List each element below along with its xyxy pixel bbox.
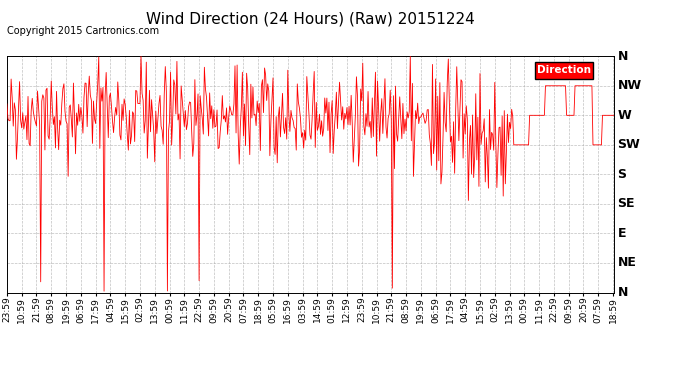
- Text: Copyright 2015 Cartronics.com: Copyright 2015 Cartronics.com: [7, 26, 159, 36]
- Text: NW: NW: [618, 79, 642, 92]
- Text: N: N: [618, 50, 628, 63]
- Text: S: S: [618, 168, 627, 181]
- Text: NE: NE: [618, 256, 636, 270]
- Text: Wind Direction (24 Hours) (Raw) 20151224: Wind Direction (24 Hours) (Raw) 20151224: [146, 11, 475, 26]
- Text: SE: SE: [618, 197, 635, 210]
- Text: N: N: [618, 286, 628, 299]
- Text: W: W: [618, 109, 631, 122]
- Text: E: E: [618, 227, 626, 240]
- Text: SW: SW: [618, 138, 640, 152]
- Text: Direction: Direction: [537, 65, 591, 75]
